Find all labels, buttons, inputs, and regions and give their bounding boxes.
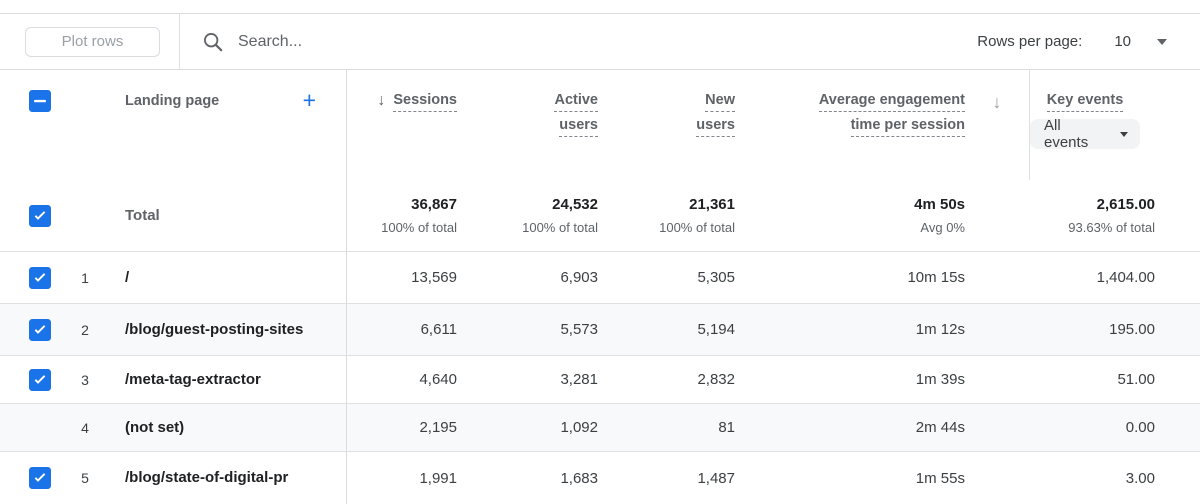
new-users-value: 2,832 [697,371,735,388]
all-events-filter-chip[interactable]: All events [1030,117,1140,151]
total-active-users: 24,532 100% of total [522,196,598,235]
table-toolbar: Plot rows Rows per page: 10 [0,13,1200,70]
total-row-checkbox[interactable] [29,204,51,227]
row-index: 3 [81,371,89,388]
search-bar [202,31,977,53]
table-row: 2 /blog/guest-posting-sites 6,611 5,573 … [0,303,1200,355]
sessions-value: 13,569 [411,269,457,286]
row-checkbox[interactable] [29,266,51,289]
key-events-value: 3.00 [1125,469,1155,487]
column-header-sessions[interactable]: ↓ Sessions [377,92,457,117]
table-row: 4 (not set) 2,195 1,092 81 2m 44s 0.00 [0,403,1200,451]
new-users-value: 1,487 [697,469,735,487]
avg-engagement-value: 1m 55s [915,469,965,487]
sort-descending-icon: ↓ [377,92,386,109]
search-input[interactable] [238,32,538,51]
row-checkbox[interactable] [29,467,51,489]
key-events-value: 195.00 [1109,321,1155,338]
avg-engagement-value: 2m 44s [915,419,965,436]
row-checkbox[interactable] [29,368,51,391]
toolbar-divider [179,13,180,70]
key-events-value: 1,404.00 [1096,269,1155,286]
landing-page-value[interactable]: /blog/guest-posting-sites [125,320,304,338]
landing-page-value[interactable]: /meta-tag-extractor [125,370,261,388]
avg-engagement-value: 10m 15s [907,269,965,286]
landing-page-value[interactable]: /blog/state-of-digital-pr [125,469,289,486]
rows-per-page-label: Rows per page: [977,33,1083,50]
row-index: 4 [81,419,89,436]
total-sessions: 36,867 100% of total [381,196,457,235]
new-users-value: 81 [718,419,735,436]
search-icon [204,32,223,51]
plot-rows-button[interactable]: Plot rows [25,26,160,57]
sessions-value: 1,991 [419,469,457,487]
active-users-value: 3,281 [560,371,598,388]
select-all-checkbox[interactable] [29,90,51,112]
table-header-row: Landing page + ↓ Sessions Active users N… [0,70,1200,180]
column-header-new-users[interactable]: New users [696,92,735,142]
key-events-value: 51.00 [1117,371,1155,388]
total-key-events: 2,615.00 93.63% of total [1068,196,1155,235]
sessions-value: 6,611 [420,321,457,338]
new-users-value: 5,194 [697,321,735,338]
column-header-key-events[interactable]: Key events All events [1030,92,1155,151]
landing-page-value[interactable]: (not set) [125,418,185,436]
total-avg-engagement: 4m 50s Avg 0% [914,196,965,235]
row-index: 1 [81,269,89,286]
avg-engagement-value: 1m 39s [915,371,965,388]
total-label: Total [125,207,160,224]
avg-engagement-value: 1m 12s [915,321,965,338]
rows-per-page-control[interactable]: Rows per page: 10 [977,33,1167,50]
active-users-value: 6,903 [560,269,598,286]
active-users-value: 1,092 [560,419,598,436]
sessions-value: 4,640 [419,371,457,388]
row-index: 5 [81,470,89,486]
rows-per-page-value[interactable]: 10 [1114,33,1131,50]
row-index: 2 [81,321,89,338]
chip-dropdown-icon [1120,131,1128,137]
key-events-value: 0.00 [1125,419,1155,436]
rows-per-page-dropdown-icon[interactable] [1157,38,1167,45]
row-checkbox-empty[interactable] [0,404,60,451]
column-header-avg-engagement[interactable]: Average engagement time per session [818,92,965,142]
landing-page-value[interactable]: / [125,268,130,286]
add-dimension-icon[interactable]: + [302,87,316,113]
active-users-value: 5,573 [560,321,598,338]
new-users-value: 5,305 [697,269,735,286]
active-users-value: 1,683 [560,469,598,487]
total-new-users: 21,361 100% of total [659,196,735,235]
total-row: Total 36,867 100% of total 24,532 100% o… [0,180,1200,251]
table-row: 1 / 13,569 6,903 5,305 10m 15s 1,404.00 [0,251,1200,303]
row-checkbox[interactable] [29,318,51,341]
table-row: 5 /blog/state-of-digital-pr 1,991 1,683 … [0,451,1200,504]
table-row: 3 /meta-tag-extractor 4,640 3,281 2,832 … [0,355,1200,403]
column-header-active-users[interactable]: Active users [554,92,598,142]
column-header-landing-page[interactable]: Landing page [125,93,220,109]
key-events-sort-arrow-icon: ↓ [992,92,1002,112]
sessions-value: 2,195 [419,419,457,436]
